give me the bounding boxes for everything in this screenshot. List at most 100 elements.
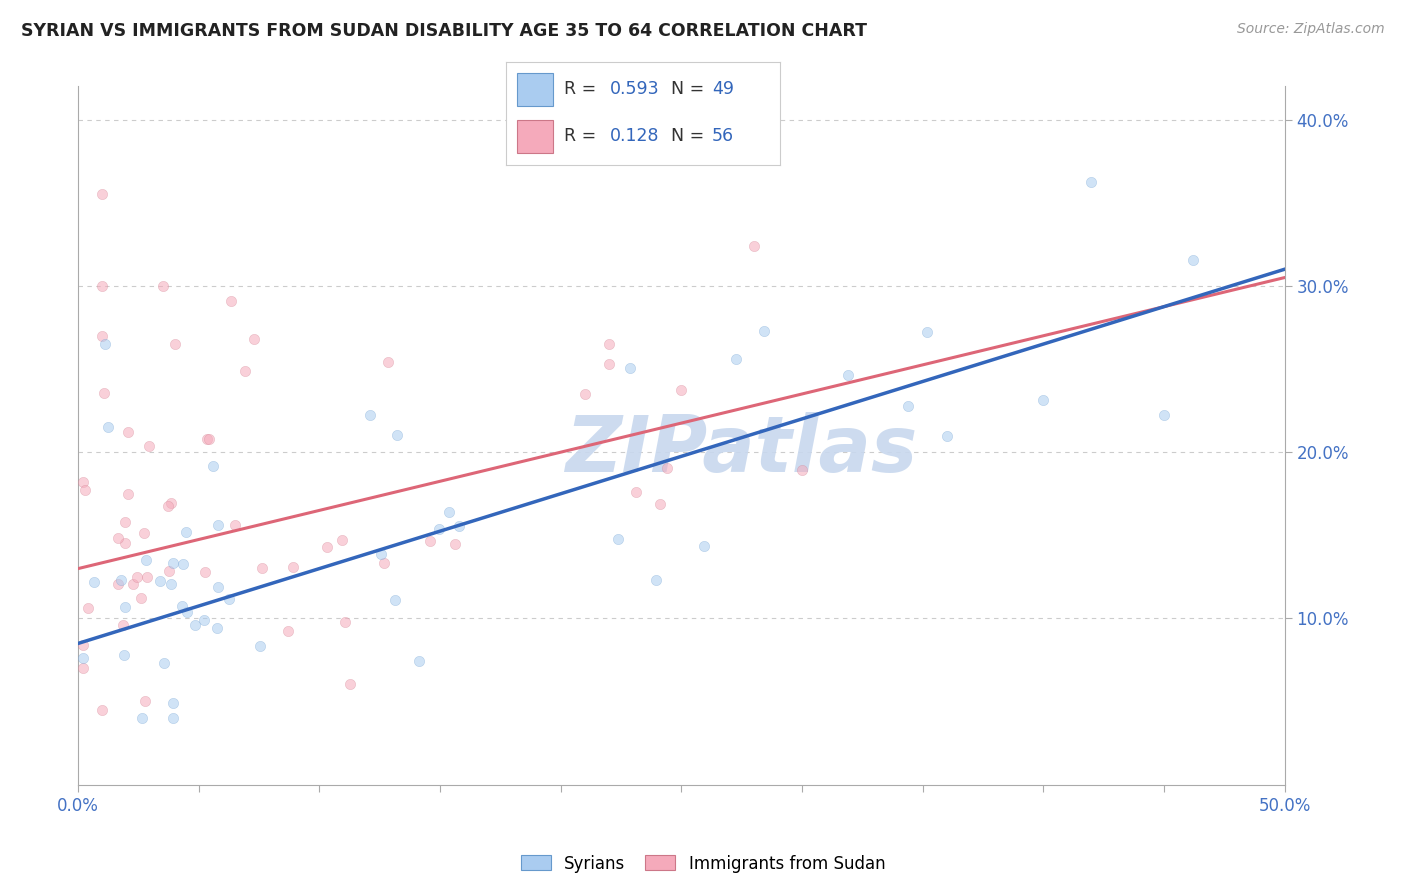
Text: 0.593: 0.593 [610, 80, 659, 98]
Point [249, 639, 271, 653]
Point [97, 420, 120, 434]
Point [207, 621, 229, 635]
Point [330, 533, 353, 547]
Point [198, 432, 221, 446]
Point [574, 387, 596, 401]
Point [655, 461, 678, 475]
Point [219, 294, 242, 309]
Point [359, 408, 381, 422]
Point [370, 548, 392, 562]
Point [138, 439, 160, 453]
Text: N =: N = [671, 128, 710, 145]
Point [224, 517, 246, 532]
Point [93, 337, 115, 351]
Point [134, 694, 156, 708]
Point [172, 557, 194, 571]
Point [72, 475, 94, 489]
Point [117, 487, 139, 501]
Point [316, 540, 339, 554]
Point [184, 618, 207, 632]
Point [218, 591, 240, 606]
Point [252, 561, 274, 575]
Point [91, 328, 114, 343]
Text: R =: R = [564, 128, 602, 145]
Point [752, 324, 775, 338]
Bar [517, 73, 553, 105]
Point [243, 332, 266, 346]
Point [135, 553, 157, 567]
Point [152, 279, 174, 293]
Point [1181, 253, 1204, 268]
Point [194, 565, 217, 579]
Point [91, 279, 114, 293]
Point [339, 677, 361, 691]
Point [75, 483, 97, 498]
Point [107, 531, 129, 545]
Text: ZIPatlas: ZIPatlas [565, 411, 918, 488]
Point [1032, 392, 1054, 407]
Point [384, 593, 406, 607]
Point [437, 505, 460, 519]
Point [176, 606, 198, 620]
Point [207, 580, 229, 594]
Text: SYRIAN VS IMMIGRANTS FROM SUDAN DISABILITY AGE 35 TO 64 CORRELATION CHART: SYRIAN VS IMMIGRANTS FROM SUDAN DISABILI… [21, 22, 868, 40]
Point [447, 519, 470, 533]
Point [91, 703, 114, 717]
Point [149, 574, 172, 588]
Point [624, 485, 647, 500]
Point [162, 556, 184, 570]
Point [117, 425, 139, 439]
Point [207, 518, 229, 533]
Point [598, 337, 620, 351]
Point [110, 573, 132, 587]
Point [91, 187, 114, 202]
Legend: Syrians, Immigrants from Sudan: Syrians, Immigrants from Sudan [515, 848, 891, 880]
Text: 0.128: 0.128 [610, 128, 659, 145]
Point [195, 432, 218, 446]
Point [107, 577, 129, 591]
Point [76, 601, 98, 615]
Point [725, 352, 748, 367]
Point [419, 533, 441, 548]
Point [201, 459, 224, 474]
Text: R =: R = [564, 80, 602, 98]
Point [162, 711, 184, 725]
Point [193, 613, 215, 627]
Point [159, 496, 181, 510]
Point [160, 577, 183, 591]
Point [114, 515, 136, 529]
Point [607, 532, 630, 546]
Point [598, 358, 620, 372]
Point [132, 526, 155, 541]
Point [83, 574, 105, 589]
Point [619, 360, 641, 375]
Point [72, 638, 94, 652]
Point [1080, 176, 1102, 190]
Point [427, 522, 450, 536]
Point [112, 648, 135, 663]
Point [897, 399, 920, 413]
Point [742, 238, 765, 252]
Point [136, 570, 159, 584]
Point [1153, 409, 1175, 423]
Point [156, 499, 179, 513]
Point [408, 654, 430, 668]
Text: 49: 49 [711, 80, 734, 98]
Point [373, 557, 395, 571]
Point [444, 537, 467, 551]
Point [163, 337, 186, 351]
Point [648, 497, 671, 511]
Point [131, 711, 153, 725]
Point [122, 577, 145, 591]
Point [277, 624, 299, 638]
Text: Source: ZipAtlas.com: Source: ZipAtlas.com [1237, 22, 1385, 37]
Point [176, 525, 198, 540]
Text: 56: 56 [711, 128, 734, 145]
Point [790, 463, 813, 477]
Point [915, 325, 938, 339]
Point [153, 656, 176, 670]
Point [72, 651, 94, 665]
Point [644, 574, 666, 588]
Point [129, 591, 152, 605]
Point [385, 428, 408, 442]
